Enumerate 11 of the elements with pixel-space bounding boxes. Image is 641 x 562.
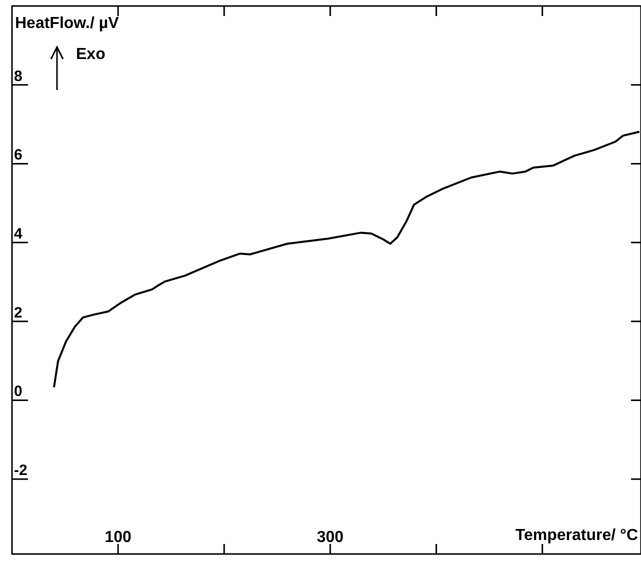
y-tick-label: -2 [14,462,28,480]
y-tick-label: 6 [14,146,22,164]
y-tick-label: 8 [14,68,22,85]
x-tick-label: 300 [316,529,344,546]
x-axis-title: Temperature/ °C [515,527,638,544]
y-tick-label: 2 [14,304,22,322]
annotation: Exo [76,46,106,63]
x-tick-label: 100 [104,529,132,546]
y-tick-label: 0 [14,383,22,400]
y-tick-label: 4 [14,226,23,243]
y-axis-title: HeatFlow./ µV [15,15,120,32]
